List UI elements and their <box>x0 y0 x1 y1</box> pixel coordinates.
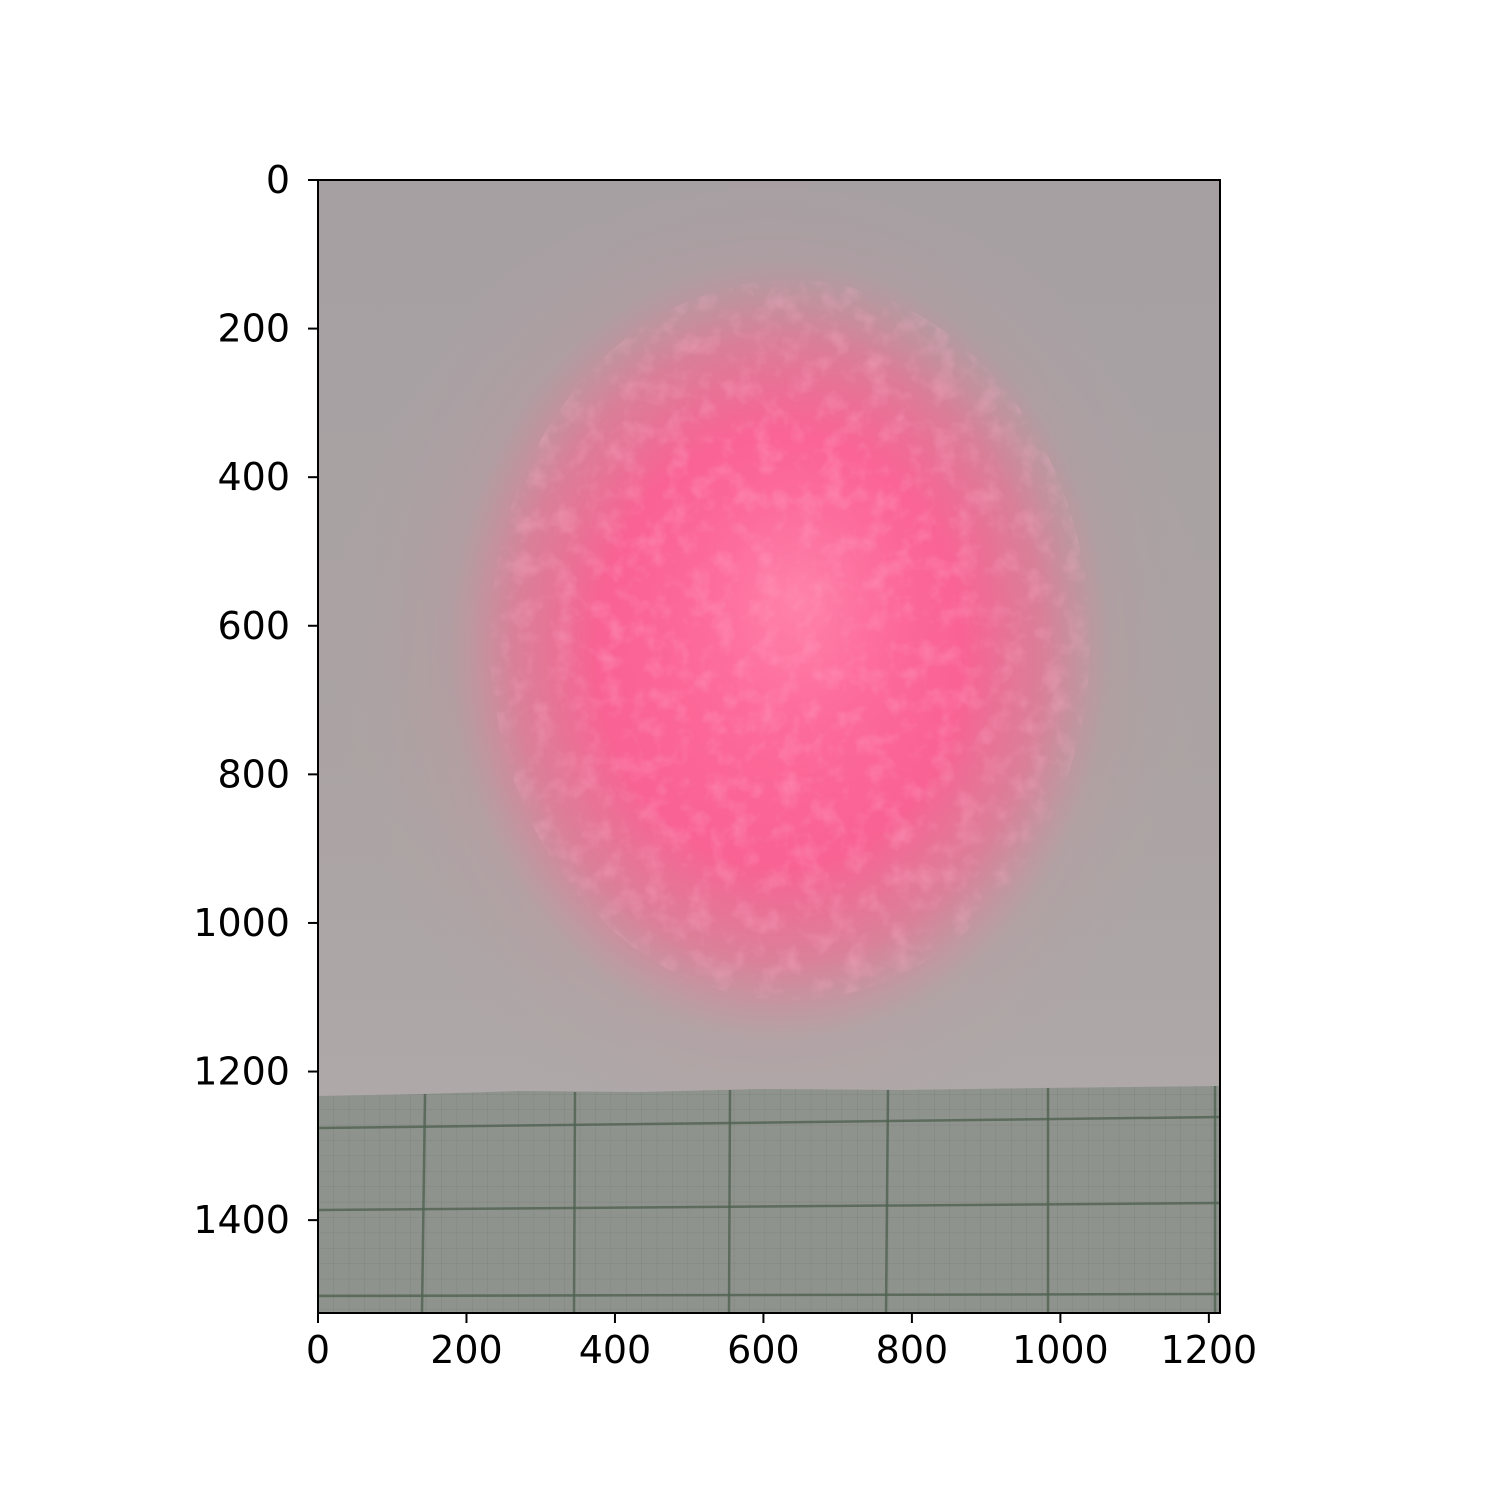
x-tick-label: 200 <box>430 1328 503 1372</box>
y-tick-label: 1000 <box>193 901 290 945</box>
x-tick-label: 1200 <box>1161 1328 1258 1372</box>
y-tick-label: 1400 <box>193 1198 290 1242</box>
x-tick-label: 0 <box>306 1328 330 1372</box>
x-tick-label: 600 <box>727 1328 800 1372</box>
graph-paper <box>318 1086 1220 1313</box>
y-tick-label: 800 <box>217 752 290 796</box>
axes-frame <box>317 179 1221 1314</box>
x-tick-label: 800 <box>876 1328 949 1372</box>
y-tick-label: 1200 <box>193 1050 290 1094</box>
x-tick-label: 1000 <box>1012 1328 1109 1372</box>
x-axis: 0 200 400 600 800 1000 1200 <box>306 1313 1257 1372</box>
y-tick-label: 0 <box>266 158 290 202</box>
y-axis: 0 200 400 600 800 1000 1200 1400 <box>193 158 318 1242</box>
y-tick-label: 400 <box>217 455 290 499</box>
y-tick-label: 200 <box>217 307 290 351</box>
laser-spot-photo <box>318 180 1220 1313</box>
y-tick-label: 600 <box>217 604 290 648</box>
x-tick-label: 400 <box>579 1328 652 1372</box>
